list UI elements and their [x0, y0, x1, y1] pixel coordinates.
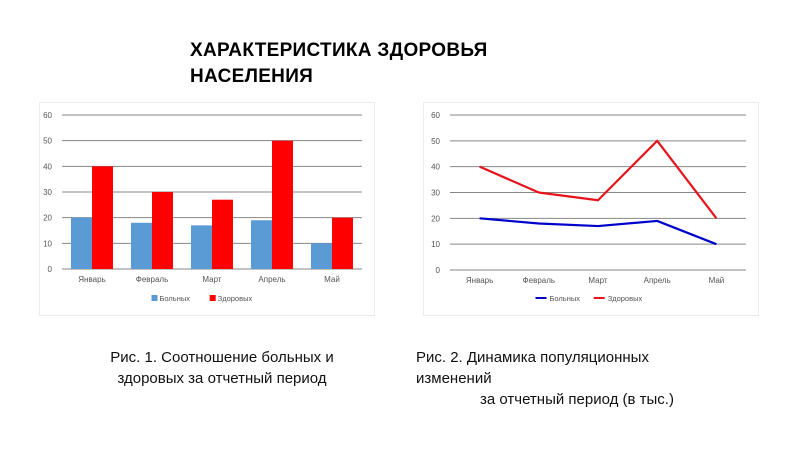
y-tick-label: 60	[431, 111, 440, 120]
x-tick-label: Март	[202, 275, 221, 284]
series-line	[479, 139, 718, 220]
bar	[251, 220, 272, 269]
line-chart: 0 10 20 30 40 50 60 Январь Февраль Март Апрель Май Б…	[431, 111, 746, 303]
bar	[191, 225, 212, 269]
figure2-caption-line3: за отчетный период (в тыс.)	[480, 391, 674, 408]
legend-label: Здоровых	[608, 294, 643, 303]
bar-chart: 0 10 20 30 40 50 60 Январь Февраль Март Апрель Май Б…	[43, 111, 362, 303]
page-title-line2: НАСЕЛЕНИЯ	[190, 66, 314, 87]
legend-swatch	[151, 295, 158, 301]
x-tick-label: Февраль	[523, 276, 556, 285]
bar	[272, 140, 293, 269]
x-tick-label: Февраль	[136, 275, 169, 284]
x-tick-label: Апрель	[258, 275, 285, 284]
y-tick-label: 10	[431, 240, 440, 249]
legend-label: Здоровых	[218, 294, 253, 303]
y-tick-label: 0	[48, 265, 53, 274]
figure1-caption: Рис. 1. Соотношение больных и здоровых з…	[72, 347, 372, 389]
y-tick-label: 30	[431, 189, 440, 198]
page-title-line1: ХАРАКТЕРИСТИКА ЗДОРОВЬЯ	[190, 40, 488, 61]
bar	[131, 222, 152, 269]
bar	[152, 192, 173, 269]
y-tick-label: 0	[436, 266, 441, 275]
legend-swatch	[209, 295, 216, 301]
x-tick-label: Апрель	[644, 276, 671, 285]
y-tick-label: 40	[43, 162, 52, 171]
y-tick-label: 50	[431, 137, 440, 146]
y-tick-label: 10	[43, 239, 52, 248]
bar	[332, 217, 353, 269]
y-tick-label: 40	[431, 163, 440, 172]
y-tick-label: 60	[43, 111, 52, 120]
bar	[212, 199, 233, 269]
y-tick-label: 30	[43, 188, 52, 197]
page-title: ХАРАКТЕРИСТИКА ЗДОРОВЬЯ НАСЕЛЕНИЯ	[190, 38, 488, 90]
x-tick-label: Май	[709, 276, 725, 285]
x-tick-label: Март	[588, 276, 607, 285]
x-tick-label: Январь	[466, 276, 493, 285]
figure2-caption-line2: изменений	[416, 370, 492, 387]
series-line	[479, 217, 717, 246]
x-tick-label: Январь	[78, 275, 105, 284]
figure2-caption-line1: Рис. 2. Динамика популяционных	[416, 349, 649, 366]
x-tick-label: Май	[324, 275, 340, 284]
y-tick-label: 50	[43, 137, 52, 146]
figure1-caption-line1: Рис. 1. Соотношение больных и	[110, 349, 334, 366]
y-tick-label: 20	[431, 214, 440, 223]
line-chart-panel: 0 10 20 30 40 50 60 Январь Февраль Март Апрель Май Б…	[424, 103, 758, 315]
bar	[92, 166, 113, 269]
legend-label: Больных	[160, 294, 191, 303]
legend-label: Больных	[550, 294, 581, 303]
figure2-caption: Рис. 2. Динамика популяционных изменений…	[416, 347, 746, 410]
bar	[71, 217, 92, 269]
figure1-caption-line2: здоровых за отчетный период	[117, 370, 327, 387]
bar	[311, 243, 332, 269]
y-tick-label: 20	[43, 214, 52, 223]
bar-chart-panel: 0 10 20 30 40 50 60 Январь Февраль Март Апрель Май Б…	[40, 103, 374, 315]
